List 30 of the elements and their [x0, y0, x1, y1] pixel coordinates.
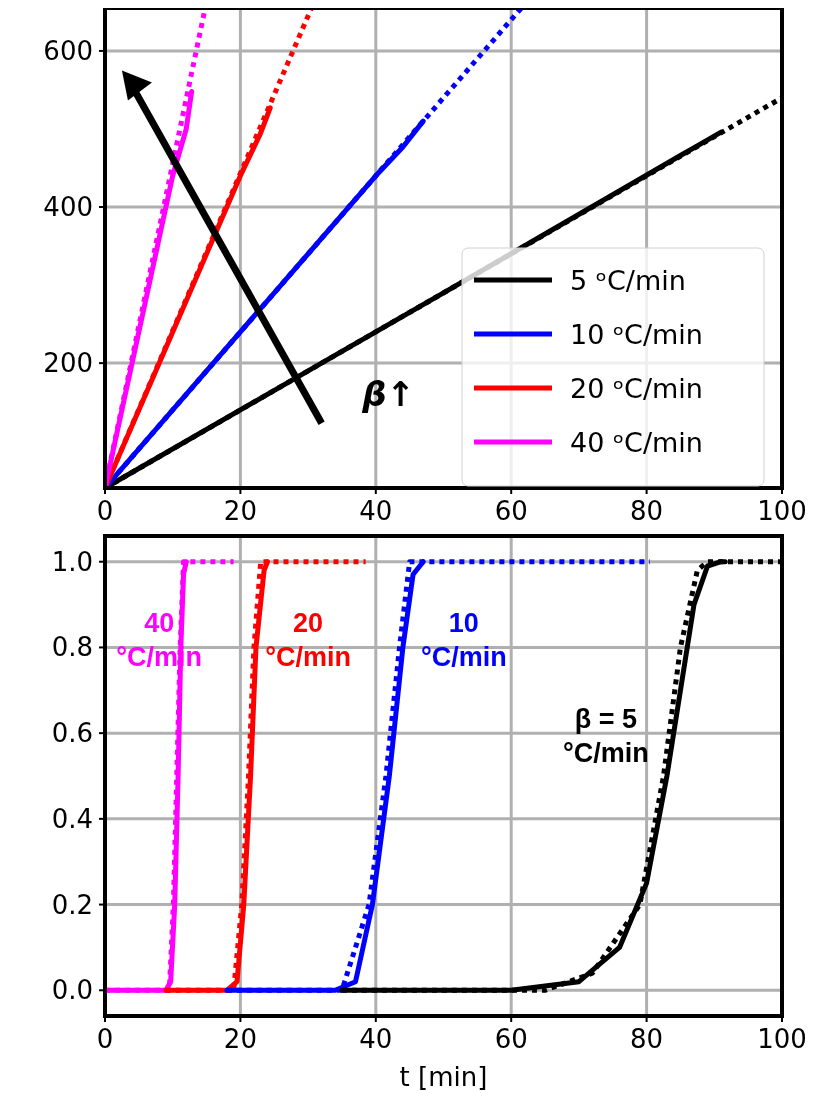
x-tick-label: 20	[223, 1024, 257, 1054]
x-axis-title: t [min]	[399, 1062, 488, 1092]
x-tick-label: 80	[630, 1024, 664, 1054]
legend-label: 10 ᵒC/min	[570, 319, 703, 350]
legend-label: 5 ᵒC/min	[570, 265, 686, 296]
x-tick-label: 60	[494, 496, 528, 526]
x-tick-label: 0	[96, 496, 114, 526]
annotation: 20 °C/min	[265, 608, 352, 672]
y-tick-label: 0.2	[51, 889, 93, 920]
annotation: β↑	[361, 374, 416, 415]
x-tick-label: 20	[223, 496, 257, 526]
x-tick-label: 40	[359, 1024, 393, 1054]
x-tick-label: 0	[96, 1024, 114, 1054]
y-tick-label: 0.4	[51, 803, 93, 834]
y-tick-label: 400	[43, 192, 93, 223]
y-tick-label: 600	[43, 35, 93, 66]
x-tick-label: 60	[494, 1024, 528, 1054]
x-tick-label: 100	[757, 1024, 807, 1054]
annotation: β = 5 °C/min	[563, 704, 649, 768]
legend-label: 20 ᵒC/min	[570, 373, 703, 404]
annotation: 10 °C/min	[420, 608, 507, 672]
x-tick-label: 40	[359, 496, 393, 526]
y-tick-label: 1.0	[51, 546, 93, 577]
y-tick-label: 0.6	[51, 718, 93, 749]
x-tick-label: 80	[630, 496, 664, 526]
y-tick-label: 0.8	[51, 632, 93, 663]
x-tick-label: 100	[757, 496, 807, 526]
legend-label: 40 ᵒC/min	[570, 427, 703, 458]
y-tick-label: 0.0	[51, 975, 93, 1006]
y-tick-label: 200	[43, 348, 93, 379]
